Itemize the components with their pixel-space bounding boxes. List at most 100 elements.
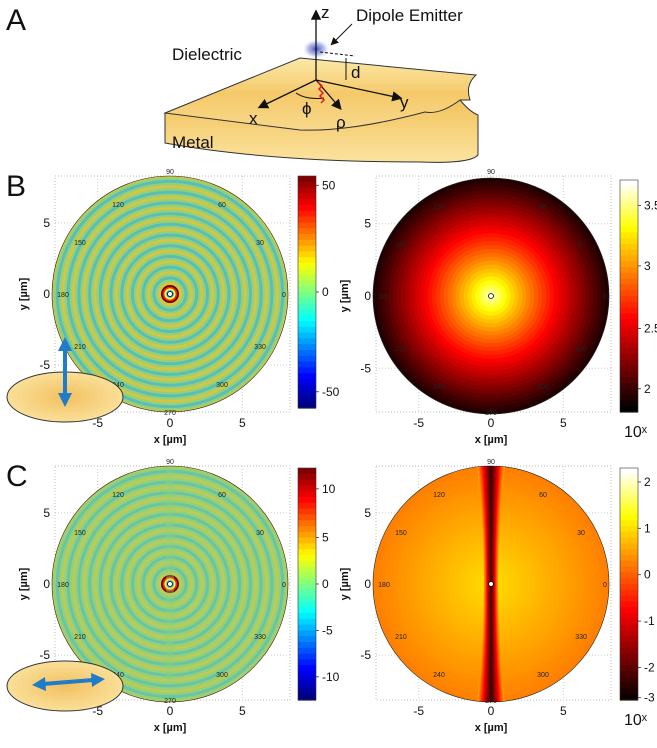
- y-axis-title: y [µm]: [18, 277, 30, 310]
- panel-letter-b: B: [6, 170, 26, 203]
- field-ring: [141, 555, 199, 613]
- field-ring: [147, 561, 193, 607]
- field-ring: [82, 496, 258, 672]
- polar-angle-label: 0: [603, 582, 607, 589]
- field-ring: [136, 260, 204, 328]
- colorbar-segment: [298, 390, 316, 397]
- colorbar-segment: [620, 485, 638, 492]
- colorbar-segment: [298, 402, 316, 409]
- colorbar-tick-label: -50: [322, 385, 340, 399]
- colorbar-segment: [298, 508, 316, 515]
- colorbar-segment: [298, 222, 316, 229]
- colorbar-segment: [298, 187, 316, 194]
- colorbar-segment: [620, 526, 638, 533]
- polar-angle-label: 30: [577, 530, 585, 537]
- colorbar-segment: [620, 319, 638, 326]
- colorbar-segment: [298, 549, 316, 556]
- field-ring: [104, 228, 236, 360]
- field-ring: [125, 249, 215, 339]
- polar-angle-label: 30: [577, 242, 585, 249]
- colorbar-segment: [620, 226, 638, 233]
- field-ring: [130, 544, 210, 624]
- colorbar-segment: [298, 613, 316, 620]
- y-tick-label: 0: [364, 289, 371, 303]
- polar-angle-label: 240: [433, 384, 445, 391]
- polar-angle-label: 330: [575, 346, 587, 353]
- colorbar-segment: [298, 653, 316, 660]
- colorbar-segment: [298, 526, 316, 533]
- colorbar-segment: [620, 365, 638, 372]
- polar-angle-label: 90: [166, 169, 174, 176]
- polar-angle-label: 270: [485, 698, 497, 705]
- colorbar-segment: [620, 290, 638, 297]
- colorbar-segment: [298, 543, 316, 550]
- colorbar-segment: [620, 514, 638, 521]
- polar-angle-label: 120: [433, 204, 445, 211]
- colorbar-segment: [620, 383, 638, 390]
- colorbar-segment: [298, 361, 316, 368]
- colorbar-segment: [620, 406, 638, 413]
- x-tick-label: 0: [167, 704, 174, 718]
- colorbar-segment: [620, 238, 638, 245]
- polar-angle-label: 150: [395, 530, 407, 537]
- colorbar-segment: [298, 514, 316, 521]
- field-ring: [152, 566, 188, 602]
- field-ring: [88, 502, 252, 666]
- origin-marker: [167, 581, 173, 587]
- field-ring: [136, 550, 204, 618]
- field-ring: [109, 523, 231, 645]
- field-ring: [77, 201, 263, 387]
- colorbar-segment: [620, 630, 638, 637]
- x-tick-label: 5: [239, 416, 246, 430]
- colorbar-segment: [620, 359, 638, 367]
- colorbar-segment: [298, 257, 316, 264]
- colorbar-segment: [298, 630, 316, 637]
- colorbar-segment: [298, 473, 316, 481]
- colorbar-segment: [620, 676, 638, 684]
- colorbar-segment: [620, 342, 638, 349]
- x-tick-label: -5: [413, 704, 424, 718]
- colorbar-segment: [298, 618, 316, 626]
- colorbar-segment: [298, 682, 316, 689]
- dielectric-label: Dielectric: [172, 45, 242, 64]
- colorbar-segment: [620, 313, 638, 320]
- x-tick-label: 0: [167, 416, 174, 430]
- colorbar-segment: [620, 220, 638, 227]
- x-axis-title: x [µm]: [475, 722, 508, 734]
- colorbar-segment: [620, 232, 638, 239]
- colorbar-segment: [298, 485, 316, 492]
- colorbar-segment: [620, 479, 638, 486]
- y-tick-label: 5: [43, 216, 50, 230]
- colorbar-segment: [620, 296, 638, 303]
- colorbar-segment: [620, 209, 638, 216]
- colorbar-tick-label: -10: [322, 670, 340, 684]
- colorbar-segment: [298, 537, 316, 544]
- colorbar-segment: [298, 245, 316, 252]
- colorbar-segment: [620, 537, 638, 544]
- x-tick-label: -5: [92, 704, 103, 718]
- colorbar-tick-label: 3.5: [644, 199, 657, 213]
- colorbar-segment: [298, 531, 316, 539]
- colorbar-segment: [298, 332, 316, 339]
- colorbar-segment: [620, 578, 638, 585]
- polar-angle-label: 120: [112, 202, 124, 209]
- colorbar-tick-label: 2.5: [644, 321, 657, 335]
- rho-label: ρ: [336, 113, 346, 132]
- colorbar-segment: [298, 566, 316, 573]
- polar-boundary: [372, 177, 610, 415]
- polar-angle-label: 0: [282, 582, 286, 589]
- colorbar-segment: [620, 665, 638, 672]
- polar-angle-label: 330: [254, 344, 266, 351]
- colorbar-tick-label: -1: [644, 614, 655, 628]
- colorbar-segment: [298, 344, 316, 351]
- colorbar-segment: [298, 199, 316, 206]
- y-axis-label: y: [400, 93, 409, 112]
- x-axis-title: x [µm]: [154, 722, 187, 734]
- colorbar-tick-label: 1: [644, 521, 651, 535]
- colorbar-segment: [298, 379, 316, 386]
- field-node-band: [166, 466, 174, 682]
- colorbar-segment: [298, 665, 316, 672]
- polar-angle-label: 90: [166, 459, 174, 466]
- colorbar-segment: [620, 255, 638, 262]
